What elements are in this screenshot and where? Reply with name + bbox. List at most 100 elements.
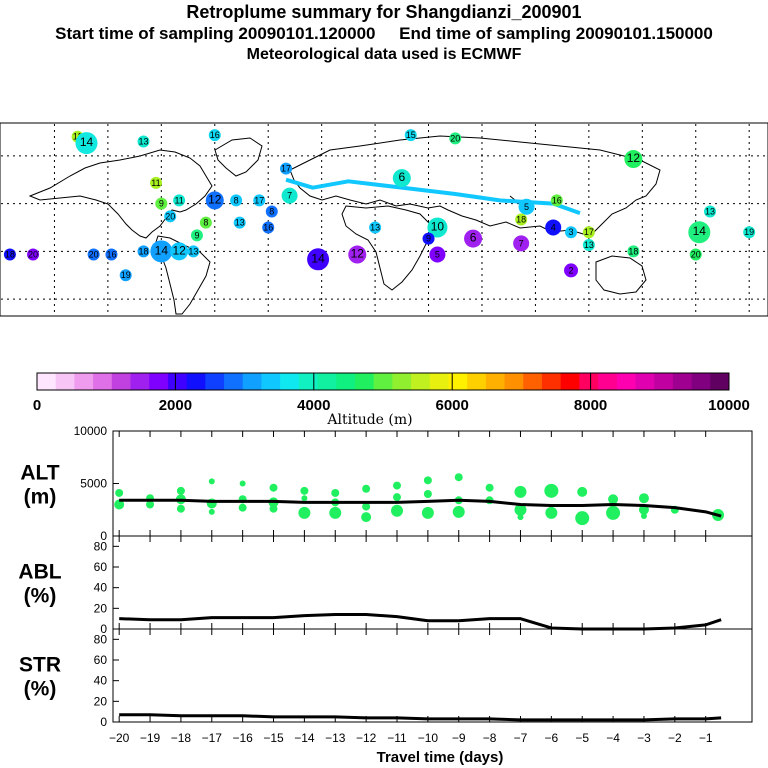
cluster-marker: 10 bbox=[427, 217, 448, 238]
x-tick-label: −8 bbox=[483, 731, 497, 745]
colorbar-swatch bbox=[205, 373, 225, 390]
cluster-marker: 17 bbox=[253, 194, 266, 207]
altitude-cluster-dot bbox=[269, 483, 278, 492]
cluster-number: 16 bbox=[106, 250, 116, 260]
cluster-circle bbox=[307, 248, 330, 271]
cluster-circle bbox=[199, 216, 212, 229]
x-tick-label: −13 bbox=[325, 731, 346, 745]
colorbar-swatch bbox=[710, 373, 730, 390]
y-tick-label: 60 bbox=[94, 653, 108, 667]
colorbar-swatch bbox=[579, 373, 599, 390]
colorbar-swatch bbox=[598, 373, 618, 390]
cluster-number: 3 bbox=[569, 227, 574, 237]
cluster-number: 9 bbox=[159, 199, 164, 209]
y-tick-label: 0 bbox=[100, 622, 107, 636]
y-tick-label: 80 bbox=[94, 632, 108, 646]
cluster-number: 14 bbox=[311, 251, 325, 265]
altitude-cluster-dot bbox=[115, 488, 124, 497]
x-tick-label: −10 bbox=[418, 731, 439, 745]
colorbar-swatch bbox=[635, 373, 655, 390]
cluster-marker: 18 bbox=[515, 213, 528, 226]
colorbar-swatch bbox=[448, 373, 468, 390]
cluster-marker: 14 bbox=[75, 132, 98, 155]
altitude-cluster-dot bbox=[176, 504, 185, 513]
x-tick-label: −2 bbox=[668, 731, 682, 745]
time-series-panels: ALT(m)1000050000ABL(%)806040200STR(%)806… bbox=[18, 424, 753, 745]
colorbar-swatch bbox=[55, 373, 75, 390]
cluster-marker: 7 bbox=[281, 187, 298, 204]
altitude-cluster-dot bbox=[146, 500, 155, 509]
cluster-marker: 3 bbox=[565, 226, 578, 239]
cluster-marker: 12 bbox=[624, 150, 643, 169]
cluster-circle bbox=[689, 248, 702, 261]
trajectory-map: 1114131615201261711911128177920813168181… bbox=[0, 122, 768, 317]
cluster-circle bbox=[627, 245, 640, 258]
colorbar-swatch bbox=[429, 373, 449, 390]
x-tick-label: −7 bbox=[514, 731, 528, 745]
cluster-circle bbox=[105, 248, 118, 261]
cluster-marker: 17 bbox=[582, 226, 595, 239]
map-frame bbox=[0, 122, 768, 317]
colorbar-swatch bbox=[167, 373, 188, 390]
altitude-cluster-dot bbox=[391, 504, 403, 517]
cluster-number: 11 bbox=[174, 195, 183, 205]
altitude-cluster-dot bbox=[208, 508, 215, 515]
panel-frame bbox=[112, 430, 753, 537]
cluster-marker: 19 bbox=[743, 226, 756, 239]
altitude-cluster-dot bbox=[423, 476, 432, 485]
colorbar-swatch bbox=[336, 373, 356, 390]
cluster-circle bbox=[281, 187, 298, 204]
sampling-time-line: Start time of sampling 20090101.120000 E… bbox=[0, 24, 768, 44]
cluster-circle bbox=[565, 226, 578, 239]
cluster-circle bbox=[369, 221, 382, 234]
altitude-cluster-dot bbox=[362, 484, 371, 493]
cluster-circle bbox=[427, 217, 448, 238]
altitude-cluster-dot bbox=[239, 480, 246, 487]
colorbar-tick-label: 8000 bbox=[574, 397, 607, 414]
cluster-number: 13 bbox=[705, 207, 715, 217]
cluster-number: 11 bbox=[151, 178, 160, 188]
cluster-number: 13 bbox=[235, 218, 245, 228]
cluster-number: 19 bbox=[744, 227, 754, 237]
panel-unit: (m) bbox=[24, 486, 57, 509]
cluster-marker: 6 bbox=[392, 169, 411, 188]
altitude-colorbar: 0 2000 4000 6000 8000 10000 Altitude (m) bbox=[33, 372, 750, 428]
cluster-number: 20 bbox=[450, 133, 460, 143]
colorbar-swatch bbox=[149, 373, 169, 390]
colorbar-swatch bbox=[224, 373, 244, 390]
x-tick-label: −6 bbox=[545, 731, 559, 745]
cluster-marker: 14 bbox=[150, 240, 173, 263]
panel-str: STR(%) 80 60 40 20 0 bbox=[19, 628, 753, 729]
cluster-number: 2 bbox=[569, 265, 574, 275]
start-time-label: Start time of sampling 20090101.120000 bbox=[55, 24, 376, 43]
cluster-number: 20 bbox=[691, 250, 701, 260]
cluster-number: 20 bbox=[89, 250, 99, 260]
colorbar-swatch bbox=[541, 373, 562, 390]
cluster-marker: 18 bbox=[137, 245, 150, 258]
y-tick-label: 0 bbox=[100, 529, 107, 543]
cluster-number: 7 bbox=[287, 191, 292, 201]
colorbar-swatch bbox=[485, 373, 506, 390]
cluster-circle bbox=[119, 269, 132, 282]
cluster-circle bbox=[87, 248, 100, 261]
cluster-marker: 9 bbox=[155, 197, 168, 210]
cluster-number: 19 bbox=[121, 270, 131, 280]
colorbar-swatch bbox=[392, 373, 412, 390]
x-tick-label: −12 bbox=[356, 731, 377, 745]
cluster-circle bbox=[253, 194, 266, 207]
series-line-str bbox=[119, 713, 722, 722]
x-tick-label: −16 bbox=[232, 731, 253, 745]
cluster-circle bbox=[137, 245, 150, 258]
cluster-circle bbox=[137, 135, 150, 148]
cluster-circle bbox=[582, 226, 595, 239]
colorbar-swatch bbox=[467, 373, 487, 390]
altitude-cluster-dot bbox=[238, 503, 247, 512]
cluster-number: 8 bbox=[269, 207, 274, 217]
altitude-cluster-dot bbox=[606, 505, 621, 520]
x-tick-label: −20 bbox=[109, 731, 130, 745]
y-tick-label: 10000 bbox=[74, 424, 108, 438]
colorbar-swatch bbox=[93, 373, 113, 390]
cluster-marker: 4 bbox=[545, 219, 562, 236]
cluster-number: 14 bbox=[693, 224, 707, 238]
cluster-circle bbox=[150, 240, 173, 263]
